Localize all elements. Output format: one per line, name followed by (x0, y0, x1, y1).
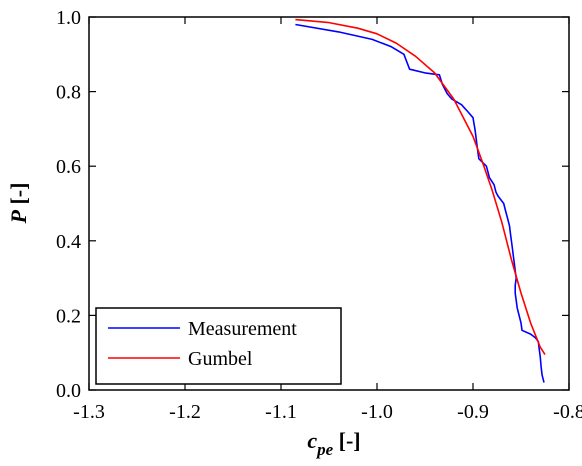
x-tick-label: -1.2 (169, 401, 201, 423)
x-tick-label: -1.1 (265, 401, 297, 423)
y-tick-label: 0.0 (56, 380, 81, 402)
series-line-measurement (295, 23, 545, 383)
legend-label-gumbel: Gumbel (188, 348, 253, 370)
y-tick-label: 0.8 (56, 82, 81, 104)
x-axis-label-sub: pe (315, 440, 334, 459)
legend-box (95, 307, 342, 385)
x-axis-label: cpe [-] (307, 428, 360, 459)
y-axis-label: P [-] (6, 183, 31, 225)
x-axis-label-unit: [-] (333, 428, 360, 453)
x-tick-label: -1.0 (361, 401, 393, 423)
x-tick-label: -0.8 (553, 401, 582, 423)
y-tick-label: 1.0 (56, 7, 81, 29)
y-axis-ticks: 0.0 0.2 0.4 0.6 0.8 1.0 (56, 7, 569, 402)
y-tick-label: 0.2 (56, 305, 81, 327)
y-tick-label: 0.4 (56, 231, 81, 253)
x-axis-label-main: c (307, 428, 317, 453)
series-line-gumbel (295, 18, 546, 356)
x-tick-label: -0.9 (457, 401, 489, 423)
legend: Measurement Gumbel (95, 307, 342, 385)
y-axis-label-main: P (6, 209, 31, 224)
series-lines (295, 18, 546, 383)
y-tick-label: 0.6 (56, 156, 81, 178)
x-tick-label: -1.3 (73, 401, 105, 423)
y-axis-label-unit: [-] (6, 183, 31, 210)
x-axis-ticks: -1.3 -1.2 -1.1 -1.0 -0.9 -0.8 (73, 17, 582, 423)
legend-label-measurement: Measurement (188, 318, 297, 340)
